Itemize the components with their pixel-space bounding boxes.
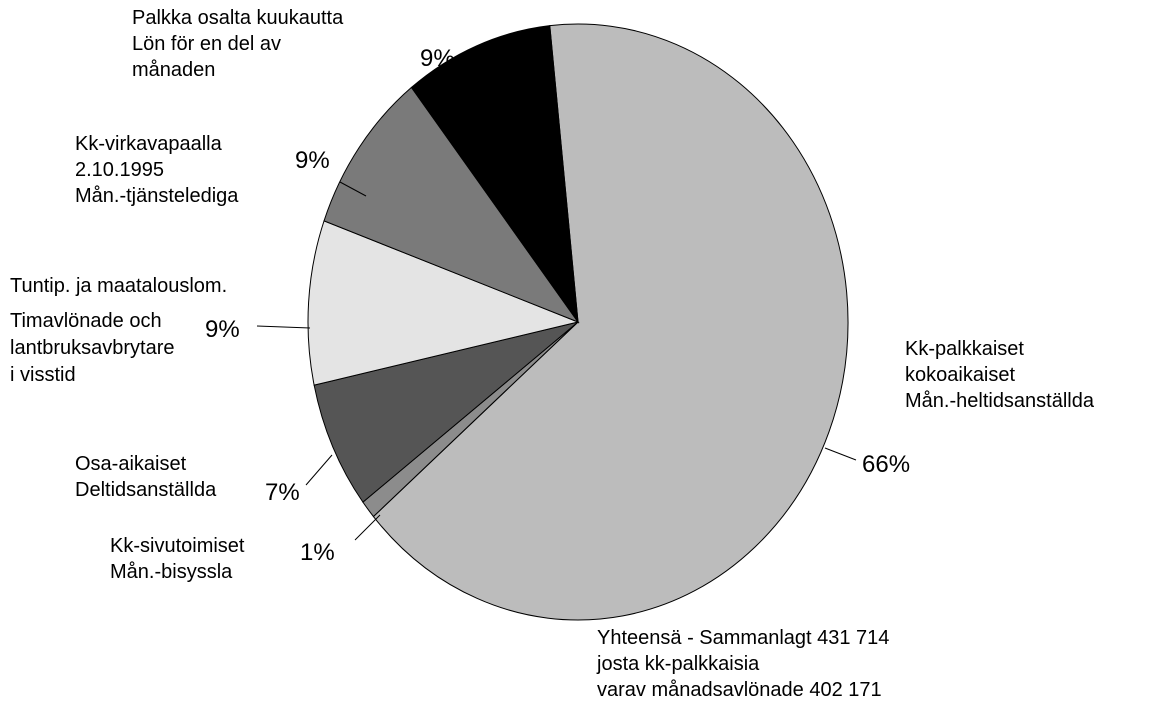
leader-line [305, 454, 333, 486]
slice-label: Deltidsanställda [75, 479, 217, 501]
value-label: 7% [265, 479, 300, 506]
pie-slice [313, 321, 579, 503]
slice-label: lantbruksavbrytare [10, 337, 175, 359]
slice-label: Lön för en del av [132, 33, 281, 55]
leader-line [354, 514, 381, 541]
slice-label: Kk-virkavapaalla [75, 133, 223, 155]
slice-label: kokoaikaiset [905, 364, 1016, 386]
value-label: 9% [205, 316, 240, 343]
total-note: varav månadsavlönade 402 171 [597, 679, 882, 701]
value-label: 66% [862, 451, 910, 478]
slice-label: i visstid [10, 364, 76, 386]
slice-label: Mån.-bisyssla [110, 561, 233, 583]
pie-slice [307, 220, 580, 386]
value-label: 9% [295, 147, 330, 174]
leader-line [824, 447, 857, 461]
value-label: 1% [300, 539, 335, 566]
leader-line [256, 325, 311, 329]
total-note: Yhteensä - Sammanlagt 431 714 [597, 627, 889, 649]
slice-label: 2.10.1995 [75, 159, 164, 181]
pie-slice [410, 25, 579, 324]
leader-line [339, 181, 367, 197]
leader-line [459, 79, 477, 103]
pie-slice [372, 23, 849, 621]
slice-label: Timavlönade och [10, 310, 162, 332]
pie-slice [323, 86, 580, 324]
total-note: josta kk-palkkaisia [596, 653, 760, 675]
slice-label: Tuntip. ja maatalouslom. [10, 275, 227, 297]
slice-label: Kk-palkkaiset [905, 338, 1024, 360]
value-label: 9% [420, 45, 455, 72]
slice-label: Kk-sivutoimiset [110, 535, 245, 557]
slice-label: Mån.-tjänstelediga [75, 185, 239, 207]
slice-label: Osa-aikaiset [75, 453, 187, 475]
slice-label: Palkka osalta kuukautta [132, 7, 344, 29]
slice-label: månaden [132, 59, 215, 81]
slice-label: Mån.-heltidsanställda [905, 390, 1095, 412]
